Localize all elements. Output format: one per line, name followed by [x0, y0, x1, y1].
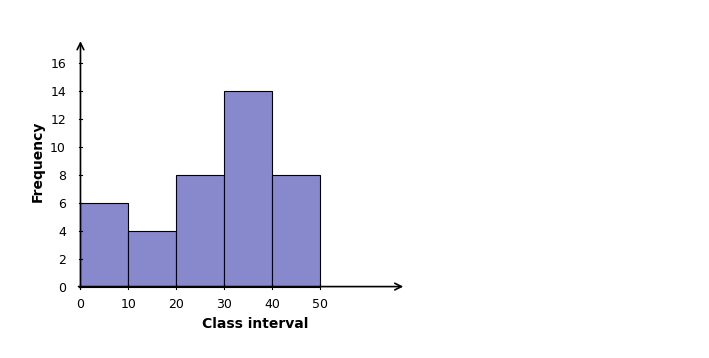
Y-axis label: Frequency: Frequency — [30, 120, 45, 202]
Bar — [128, 231, 177, 287]
Bar — [272, 175, 320, 287]
Bar — [81, 203, 128, 287]
X-axis label: Class interval: Class interval — [202, 317, 308, 331]
Bar — [177, 175, 224, 287]
Bar — [224, 91, 272, 287]
